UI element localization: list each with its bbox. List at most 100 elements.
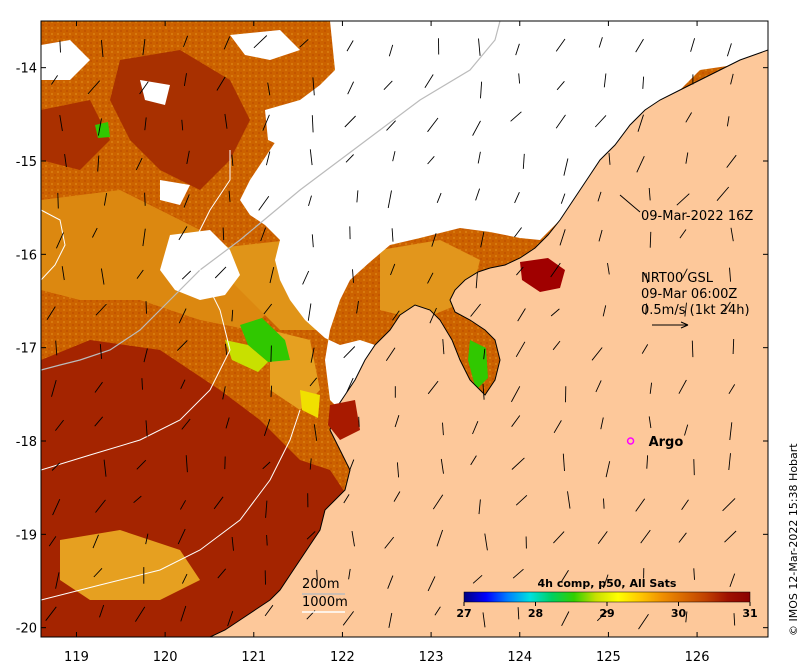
contour-200m-label: 200m [302,577,339,592]
current-vector [388,44,394,57]
current-vector [144,192,146,206]
current-vector [594,115,607,128]
current-vector [646,455,649,469]
current-vector [217,568,227,579]
current-vector [396,462,400,478]
current-vector [684,302,687,317]
current-vector [602,305,607,317]
current-vector [477,151,481,164]
current-vector [309,377,318,387]
current-vector [91,227,98,238]
current-vector [442,422,444,436]
current-vector [391,228,394,242]
current-vector [475,188,481,201]
current-vector [57,192,59,209]
current-vector [388,612,393,628]
current-vector [484,533,488,551]
current-vector [607,263,610,275]
current-vector [512,568,524,579]
x-tick-label: 125 [596,650,621,665]
cloud-mask [240,21,768,410]
current-vector [635,498,646,512]
x-tick-label: 124 [507,650,532,665]
current-vector [214,266,227,279]
current-vector [262,114,270,131]
x-tick-label: 120 [153,650,178,665]
current-vector [52,499,61,516]
current-vector [180,605,187,622]
current-vector [176,340,188,351]
current-vector [681,268,688,279]
current-vector [515,43,520,56]
current-vector [183,35,189,48]
current-vector [386,120,396,131]
current-vector [427,576,436,592]
y-tick-label: -18 [16,435,37,450]
current-vector [135,606,146,622]
ice-time-label: 09-Mar-2022 16Z [641,209,753,224]
current-vector [728,384,736,395]
argo-float-marker[interactable] [626,437,635,445]
current-vector [145,301,147,314]
current-vector [678,532,687,543]
current-vector [311,115,314,133]
x-axis: 119 120 121 122 123 124 125 126 [64,21,709,665]
current-vector [555,38,566,52]
current-vector [216,76,226,91]
current-vector [598,37,603,48]
current-vector [352,269,354,283]
current-vector [258,195,270,211]
plot-frame [40,20,769,638]
current-vector [231,536,234,551]
current-vector [427,272,434,284]
colorbar-tick-label: 29 [599,607,614,620]
current-vector [59,40,61,53]
y-axis: -14 -15 -16 -17 -18 -19 -20 [16,62,768,637]
current-vector [517,308,526,322]
current-vector [186,150,190,164]
current-vector [515,341,526,358]
current-vector [730,227,734,242]
current-vector [55,419,64,431]
current-vector [387,575,394,589]
current-vector [55,572,60,589]
current-vector [266,534,268,546]
current-vector [424,74,434,88]
y-tick-label: -19 [16,528,37,543]
current-vector [472,574,483,584]
current-vector [690,38,696,52]
current-vector [685,611,688,623]
current-vector [553,420,562,434]
current-vector [511,386,521,403]
current-vector [726,43,732,57]
current-vector [94,381,103,393]
current-vector [393,491,401,502]
current-vector [511,415,521,427]
plot-area [41,21,768,637]
current-vector [302,270,310,285]
current-vector [645,272,649,284]
current-vector [442,339,445,355]
current-source-label: NRT00 GSL [641,271,714,286]
current-vector [59,115,63,132]
current-vector [270,345,272,362]
current-vector [64,154,67,168]
current-vector [342,611,354,626]
current-vector [87,80,101,95]
current-vector [560,570,569,583]
current-vector [732,338,735,355]
current-vector [560,193,566,204]
current-vector [51,379,57,397]
current-vector [97,118,102,136]
current-vector [608,153,611,165]
credit-text: © IMOS 12-Mar-2022 15:38 Hobart [787,443,800,636]
current-vector [649,231,652,248]
current-vector [514,192,520,204]
current-vector [640,529,651,544]
current-vector [385,347,396,362]
current-vector [48,536,57,547]
colorbar-tick-label: 31 [742,607,757,620]
current-vector [231,154,234,166]
current-vector [641,344,649,354]
current-vector [344,115,356,128]
